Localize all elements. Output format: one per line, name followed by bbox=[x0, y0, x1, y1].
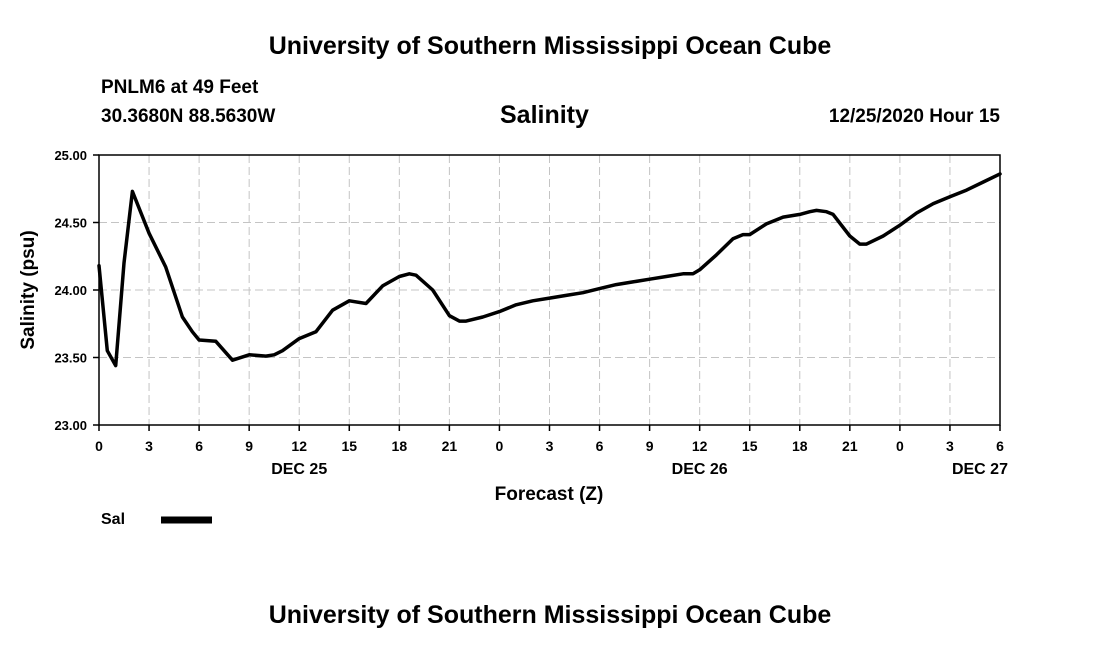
x-tick-label: 15 bbox=[341, 438, 357, 454]
x-axis: 0 3 6 9 12 15 18 21 0 3 6 9 12 15 18 21 0 3 6 bbox=[95, 425, 1004, 454]
x-tick-label: 6 bbox=[996, 438, 1004, 454]
x-tick-label: 0 bbox=[95, 438, 103, 454]
x-tick-label: 21 bbox=[842, 438, 858, 454]
chart-title: Salinity bbox=[500, 101, 589, 129]
y-axis-label: Salinity (psu) bbox=[18, 230, 39, 349]
x-tick-label: 3 bbox=[145, 438, 153, 454]
footer-title: University of Southern Mississippi Ocean… bbox=[268, 601, 832, 629]
x-tick-label: 9 bbox=[646, 438, 654, 454]
x-tick-label: 6 bbox=[596, 438, 604, 454]
series-line-sal bbox=[97, 172, 1002, 368]
date-labels: DEC 25 DEC 26 DEC 27 bbox=[271, 461, 1008, 478]
y-axis: 23.00 23.50 24.00 24.50 25.00 bbox=[54, 148, 99, 433]
x-tick-label: 6 bbox=[195, 438, 203, 454]
x-tick-label: 15 bbox=[742, 438, 758, 454]
y-tick-label: 24.50 bbox=[54, 216, 87, 231]
y-tick-label: 24.00 bbox=[54, 283, 87, 298]
x-tick-label: 21 bbox=[442, 438, 458, 454]
date-label: DEC 25 bbox=[271, 461, 327, 478]
x-tick-label: 3 bbox=[946, 438, 954, 454]
x-tick-label: 18 bbox=[392, 438, 408, 454]
x-tick-label: 3 bbox=[546, 438, 554, 454]
grid-layer bbox=[99, 155, 1000, 425]
y-tick-label: 23.50 bbox=[54, 351, 87, 366]
date-label: DEC 27 bbox=[952, 461, 1008, 478]
x-axis-label: Forecast (Z) bbox=[495, 484, 604, 505]
x-tick-label: 0 bbox=[496, 438, 504, 454]
coordinates-label: 30.3680N 88.5630W bbox=[101, 106, 276, 127]
y-tick-label: 23.00 bbox=[54, 418, 87, 433]
series-layer bbox=[97, 172, 1002, 368]
main-title: University of Southern Mississippi Ocean… bbox=[268, 32, 832, 60]
x-tick-label: 12 bbox=[291, 438, 307, 454]
station-label: PNLM6 at 49 Feet bbox=[101, 77, 259, 98]
x-tick-label: 18 bbox=[792, 438, 808, 454]
x-tick-label: 9 bbox=[245, 438, 253, 454]
legend-label-sal: Sal bbox=[101, 511, 125, 528]
datetime-label: 12/25/2020 Hour 15 bbox=[828, 106, 1000, 127]
legend: Sal bbox=[101, 511, 212, 528]
x-tick-label: 12 bbox=[692, 438, 708, 454]
y-tick-label: 25.00 bbox=[54, 148, 87, 163]
x-tick-label: 0 bbox=[896, 438, 904, 454]
date-label: DEC 26 bbox=[672, 461, 728, 478]
